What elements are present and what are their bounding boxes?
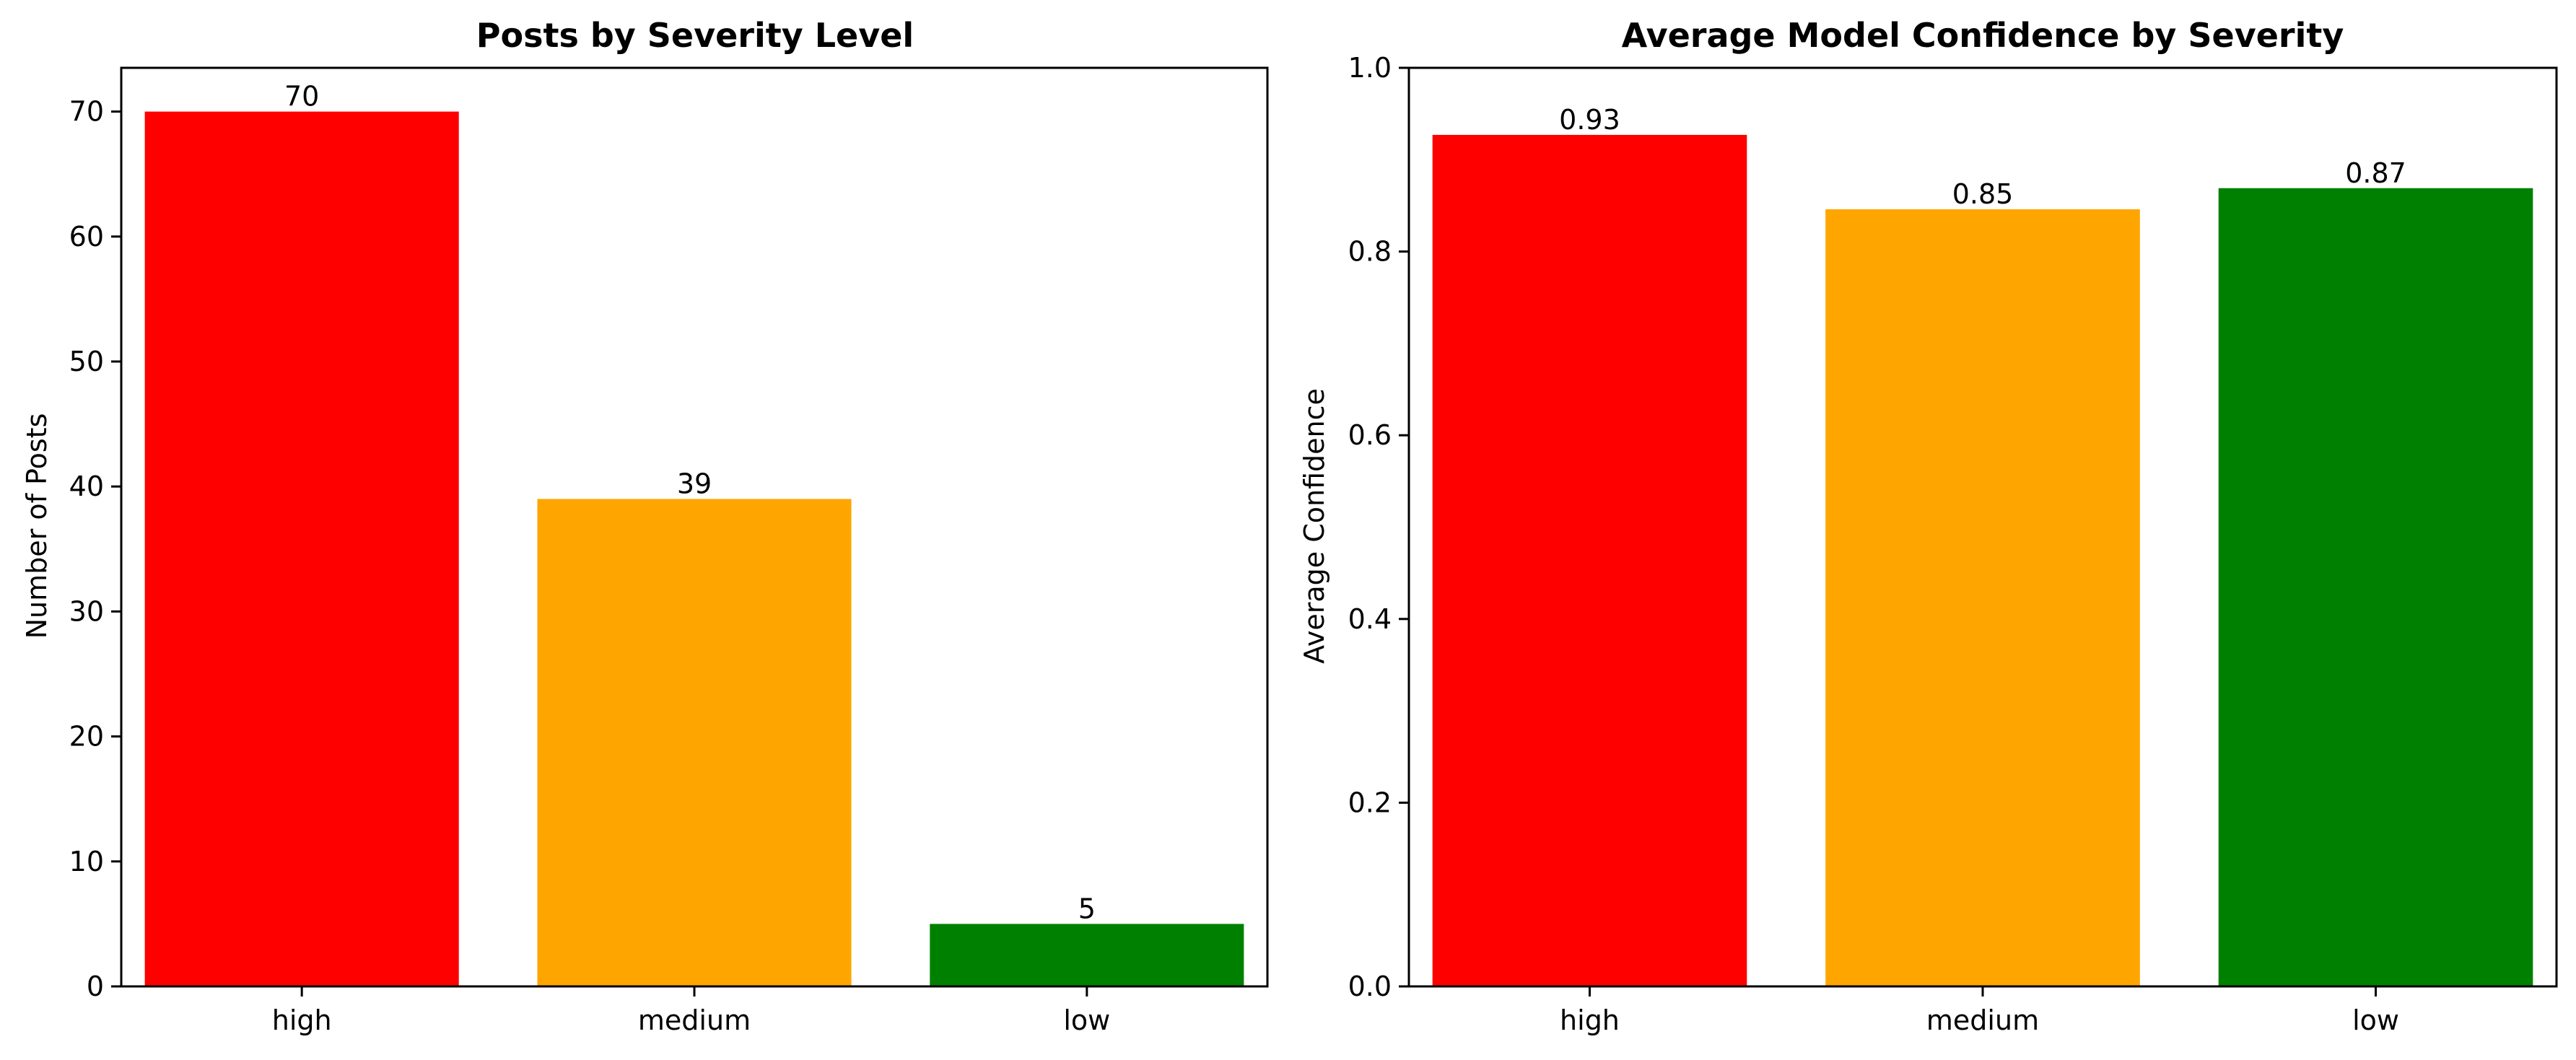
bars — [1432, 134, 2533, 987]
bar-low — [2218, 188, 2533, 987]
y-tick-label: 1.0 — [1348, 52, 1392, 84]
y-tick-label: 20 — [69, 721, 104, 753]
plot-frame — [1407, 66, 2558, 988]
y-axis-label: Average Confidence — [1298, 388, 1330, 664]
data-label-medium: 39 — [677, 468, 712, 500]
data-label-high: 0.93 — [1559, 104, 1620, 136]
bar-high — [1432, 134, 1747, 987]
x-tick-label-low: low — [2352, 1004, 2399, 1036]
bar-high — [144, 111, 459, 987]
y-axis-ticks: 0.0 0.2 0.4 0.6 0.8 1.0 — [1348, 52, 1409, 1002]
y-tick-label: 10 — [69, 846, 104, 877]
y-tick-label: 50 — [69, 346, 104, 377]
y-tick-label: 0.8 — [1348, 236, 1392, 268]
bars — [144, 111, 1244, 987]
y-axis-label: Number of Posts — [21, 413, 53, 639]
x-tick-label-medium: medium — [1926, 1004, 2039, 1036]
data-label-low: 0.87 — [2345, 157, 2406, 189]
posts-by-severity-chart: Posts by Severity Level Number of Posts … — [21, 16, 1269, 1036]
y-axis-ticks: 0 10 20 30 40 50 60 70 — [69, 96, 121, 1002]
data-label-medium: 0.85 — [1952, 178, 2014, 210]
x-axis-ticks: high medium low — [272, 986, 1110, 1036]
x-tick-label-high: high — [272, 1004, 332, 1036]
plot-frame — [120, 66, 1269, 988]
data-label-low: 5 — [1078, 893, 1096, 924]
data-labels: 70 39 5 — [284, 81, 1096, 925]
x-tick-label-low: low — [1063, 1004, 1110, 1036]
y-tick-label: 60 — [69, 221, 104, 253]
data-label-high: 70 — [284, 81, 319, 113]
bar-medium — [537, 499, 852, 986]
data-labels: 0.93 0.85 0.87 — [1559, 104, 2406, 210]
bar-low — [930, 924, 1244, 986]
chart-title: Posts by Severity Level — [476, 16, 914, 55]
y-tick-label: 0.4 — [1348, 603, 1392, 635]
x-tick-label-medium: medium — [638, 1004, 751, 1036]
y-tick-label: 0.2 — [1348, 787, 1392, 818]
y-tick-label: 40 — [69, 470, 104, 502]
y-tick-label: 0 — [87, 971, 104, 1002]
y-tick-label: 30 — [69, 595, 104, 627]
chart-title: Average Model Confidence by Severity — [1622, 16, 2344, 55]
y-tick-label: 70 — [69, 96, 104, 128]
bar-medium — [1825, 209, 2140, 986]
y-tick-label: 0.6 — [1348, 419, 1392, 451]
y-tick-label: 0.0 — [1348, 971, 1392, 1002]
x-tick-label-high: high — [1560, 1004, 1620, 1036]
avg-confidence-chart: Average Model Confidence by Severity Ave… — [1298, 16, 2558, 1036]
x-axis-ticks: high medium low — [1560, 986, 2399, 1036]
